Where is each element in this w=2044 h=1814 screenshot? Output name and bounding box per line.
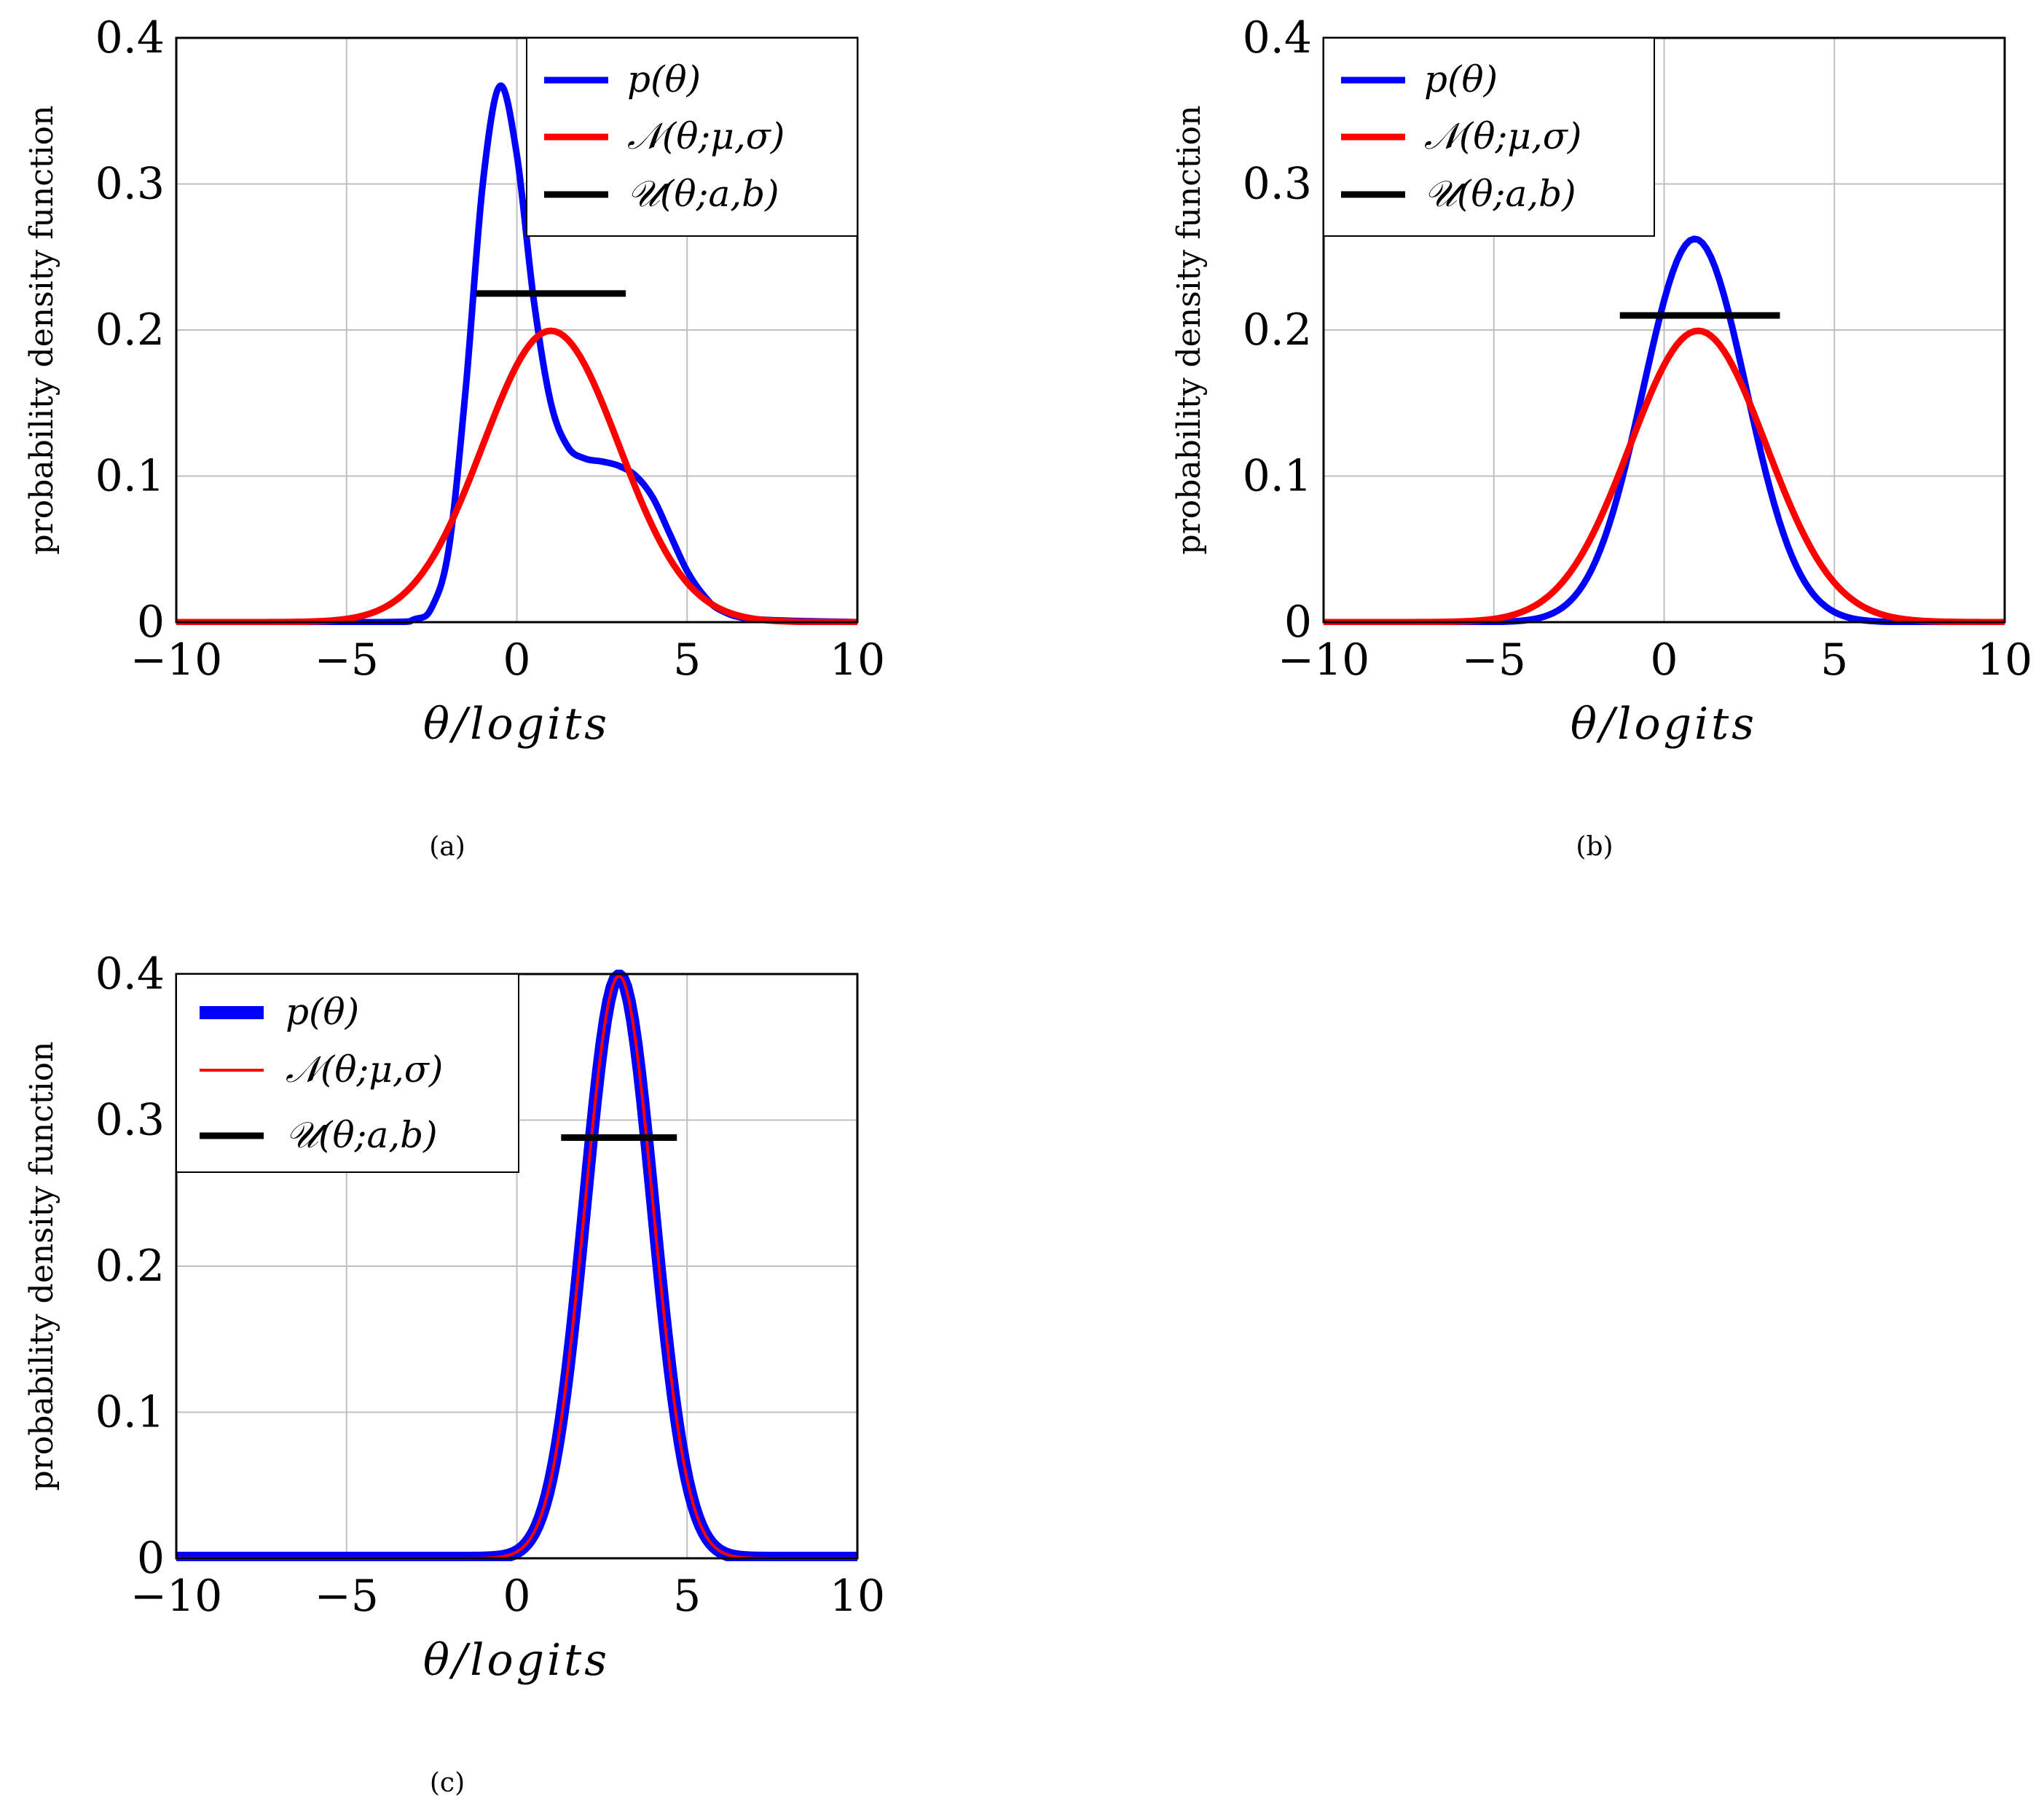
x-tick-label: 5: [673, 1571, 701, 1622]
y-tick-label: 0.4: [95, 949, 165, 1000]
legend-a: p(θ) 𝒩(θ;μ,σ) 𝒰(θ;a,b): [526, 37, 858, 237]
x-axis-label-c: θ/logits: [423, 1635, 610, 1686]
caption-c: (c): [430, 1768, 465, 1798]
legend-label-p-c: p(θ): [286, 991, 359, 1033]
x-tick-label: 10: [830, 635, 885, 686]
y-ticks-a: 0 0.1 0.2 0.3 0.4: [95, 12, 165, 648]
legend-label-normal-c: 𝒩(θ;μ,σ): [286, 1048, 443, 1091]
y-tick-label: 0: [137, 597, 165, 648]
y-tick-label: 0: [1284, 597, 1312, 648]
x-tick-label: 10: [830, 1571, 885, 1622]
x-tick-label: 0: [503, 635, 530, 686]
y-tick-label: 0.4: [95, 12, 165, 63]
y-tick-label: 0.2: [1243, 305, 1312, 356]
legend-label-p-a: p(θ): [627, 58, 701, 101]
x-tick-label: −5: [315, 1571, 379, 1622]
y-tick-label: 0.3: [1243, 159, 1312, 210]
x-tick-label: −10: [130, 635, 223, 686]
y-tick-label: 0.2: [95, 305, 165, 356]
y-tick-label: 0.1: [95, 1387, 165, 1438]
x-tick-label: −5: [315, 635, 379, 686]
y-ticks-c: 0 0.1 0.2 0.3 0.4: [95, 949, 165, 1584]
legend-label-normal-a: 𝒩(θ;μ,σ): [627, 115, 785, 157]
series-line-p: [176, 82, 858, 625]
x-tick-label: 0: [503, 1571, 530, 1622]
x-tick-label: 5: [673, 635, 701, 686]
legend-c: p(θ) 𝒩(θ;μ,σ) 𝒰(θ;a,b): [176, 973, 519, 1173]
y-tick-label: 0.3: [95, 159, 165, 210]
x-axis-label-a: θ/logits: [423, 699, 610, 750]
legend-label-uniform-a: 𝒰(θ;a,b): [627, 173, 779, 215]
y-axis-label-a: probability density function: [23, 106, 60, 555]
x-ticks-c: −10 −5 0 5 10: [130, 1571, 885, 1622]
x-tick-label: −10: [130, 1571, 223, 1622]
x-tick-label: 0: [1650, 635, 1678, 686]
legend-b: p(θ) 𝒩(θ;μ,σ) 𝒰(θ;a,b): [1323, 37, 1655, 237]
legend-label-p-b: p(θ): [1424, 58, 1498, 101]
y-ticks-b: 0 0.1 0.2 0.3 0.4: [1243, 12, 1312, 648]
y-axis-label-c: probability density function: [23, 1042, 60, 1491]
caption-b: (b): [1576, 832, 1613, 862]
x-tick-label: −5: [1462, 635, 1526, 686]
legend-label-uniform-b: 𝒰(θ;a,b): [1424, 173, 1576, 215]
x-tick-label: 5: [1820, 635, 1848, 686]
panel-c: −10 −5 0 5 10 0 0.1 0.2 0.3 0.4 θ/logits probabi…: [23, 949, 885, 1798]
y-tick-label: 0.1: [1243, 451, 1312, 502]
x-tick-label: 10: [1977, 635, 2032, 686]
y-tick-label: 0.4: [1243, 12, 1312, 63]
plot-frame-a: [175, 36, 859, 624]
legend-label-uniform-c: 𝒰(θ;a,b): [286, 1114, 438, 1156]
y-tick-label: 0.1: [95, 451, 165, 502]
x-ticks-a: −10 −5 0 5 10: [130, 635, 885, 686]
y-tick-label: 0.2: [95, 1241, 165, 1292]
caption-a: (a): [429, 832, 465, 862]
y-axis-label-b: probability density function: [1171, 106, 1208, 555]
y-tick-label: 0: [137, 1533, 165, 1584]
panel-a: −10 −5 0 5 10 0 0.1 0.2 0.3 0.4 θ/logits probabi…: [23, 12, 885, 862]
legend-label-normal-b: 𝒩(θ;μ,σ): [1424, 115, 1581, 157]
y-tick-label: 0.3: [95, 1095, 165, 1146]
x-ticks-b: −10 −5 0 5 10: [1278, 635, 2032, 686]
x-tick-label: −10: [1278, 635, 1370, 686]
panel-b: −10 −5 0 5 10 0 0.1 0.2 0.3 0.4 θ/logits probabi…: [1171, 12, 2032, 862]
x-axis-label-b: θ/logits: [1571, 699, 1757, 750]
plot-frame-b: [1322, 36, 2006, 624]
